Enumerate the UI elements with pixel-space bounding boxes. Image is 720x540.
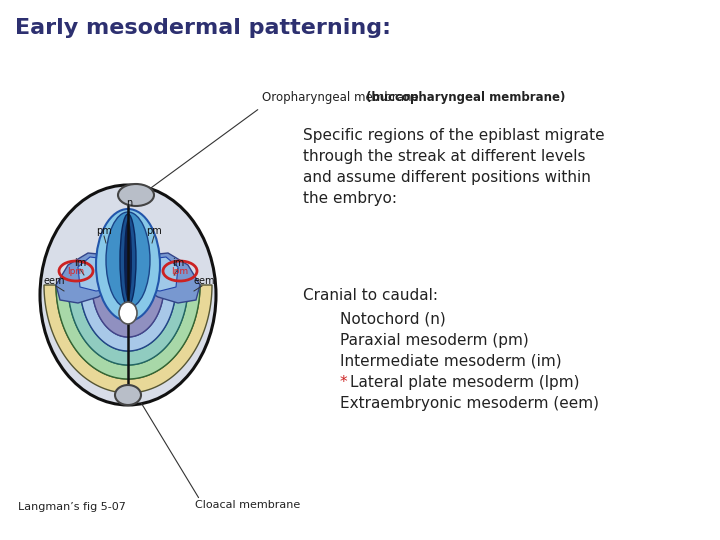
Text: eem: eem: [43, 276, 65, 286]
Text: im: im: [172, 258, 184, 268]
Text: Langman’s fig 5-07: Langman’s fig 5-07: [18, 502, 126, 512]
Text: Early mesodermal patterning:: Early mesodermal patterning:: [15, 18, 391, 38]
Text: lpm: lpm: [171, 267, 189, 275]
Polygon shape: [68, 285, 188, 365]
Text: Oropharyngeal membrane: Oropharyngeal membrane: [262, 91, 423, 104]
Ellipse shape: [96, 209, 160, 321]
Polygon shape: [44, 285, 212, 393]
Text: n: n: [126, 198, 132, 208]
Ellipse shape: [119, 302, 137, 324]
Text: pm: pm: [96, 226, 112, 236]
Text: Cloacal membrane: Cloacal membrane: [195, 500, 300, 510]
Ellipse shape: [40, 185, 216, 405]
Text: Cranial to caudal:: Cranial to caudal:: [303, 288, 438, 303]
Text: im: im: [74, 258, 86, 268]
Ellipse shape: [118, 184, 154, 206]
Text: lpm: lpm: [68, 267, 84, 275]
Text: Intermediate mesoderm (im): Intermediate mesoderm (im): [340, 354, 562, 369]
Polygon shape: [56, 253, 118, 303]
Polygon shape: [80, 285, 176, 351]
Ellipse shape: [115, 385, 141, 405]
Text: eem: eem: [193, 276, 215, 286]
Text: (buccopharyngeal membrane): (buccopharyngeal membrane): [366, 91, 565, 104]
Polygon shape: [56, 285, 200, 379]
Text: Lateral plate mesoderm (lpm): Lateral plate mesoderm (lpm): [350, 375, 580, 390]
Ellipse shape: [120, 214, 136, 306]
Text: Paraxial mesoderm (pm): Paraxial mesoderm (pm): [340, 333, 528, 348]
Polygon shape: [78, 257, 120, 291]
Text: Specific regions of the epiblast migrate
through the streak at different levels
: Specific regions of the epiblast migrate…: [303, 128, 605, 206]
Polygon shape: [92, 285, 164, 337]
Text: *: *: [340, 375, 348, 390]
Polygon shape: [136, 257, 178, 291]
Text: Extraembryonic mesoderm (eem): Extraembryonic mesoderm (eem): [340, 396, 599, 411]
Ellipse shape: [106, 212, 150, 308]
Ellipse shape: [124, 220, 132, 300]
Text: Notochord (n): Notochord (n): [340, 312, 446, 327]
Text: pm: pm: [146, 226, 162, 236]
Polygon shape: [138, 253, 200, 303]
